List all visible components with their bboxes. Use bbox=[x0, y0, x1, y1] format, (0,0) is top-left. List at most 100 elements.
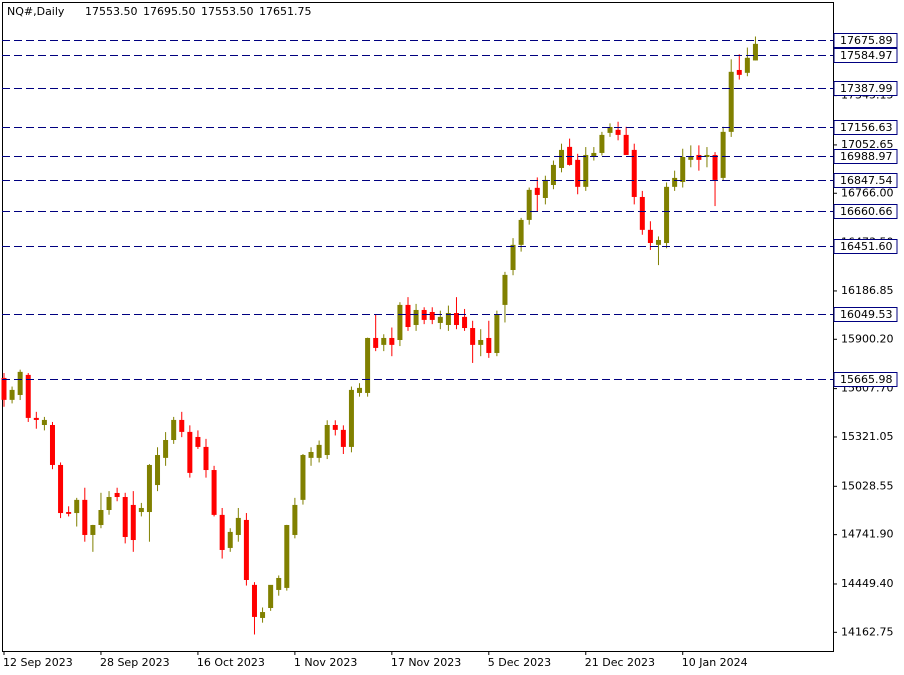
candle-body bbox=[591, 152, 597, 157]
candle-body bbox=[567, 146, 573, 165]
candle-body bbox=[494, 314, 500, 353]
level-label: 17387.99 bbox=[840, 82, 893, 95]
candle-body bbox=[227, 531, 233, 548]
level-label: 16847.54 bbox=[840, 174, 893, 187]
candle-body bbox=[518, 219, 524, 245]
candle-body bbox=[171, 419, 177, 441]
x-tick-label: 28 Sep 2023 bbox=[100, 656, 170, 669]
candle-body bbox=[340, 429, 346, 447]
x-axis: 12 Sep 2023 28 Sep 2023 16 Oct 2023 1 Nov 2… bbox=[3, 651, 748, 669]
candle-body bbox=[25, 374, 31, 418]
candle-body bbox=[292, 504, 298, 535]
candle-body bbox=[704, 154, 710, 157]
level-label-box bbox=[833, 307, 898, 322]
candle-body bbox=[276, 577, 282, 590]
candle-body bbox=[348, 389, 354, 447]
candle-body bbox=[664, 186, 670, 244]
level-label-box bbox=[833, 33, 898, 48]
header-value: 17553.50 bbox=[85, 5, 138, 18]
candle-body bbox=[631, 149, 637, 197]
candle-body bbox=[114, 492, 120, 498]
candle-body bbox=[163, 440, 169, 458]
x-tick-label: 1 Nov 2023 bbox=[294, 656, 357, 669]
candle-body bbox=[688, 156, 694, 160]
candles bbox=[1, 36, 758, 635]
candle-body bbox=[381, 337, 387, 345]
candle-body bbox=[179, 419, 185, 432]
y-tick-label: 15321.05 bbox=[841, 430, 894, 443]
y-tick-label: 14449.40 bbox=[841, 577, 894, 590]
candle-body bbox=[720, 131, 726, 178]
candle-body bbox=[639, 196, 645, 230]
candle-body bbox=[655, 239, 661, 245]
candle-body bbox=[1, 377, 7, 400]
level-label: 16451.60 bbox=[840, 240, 893, 253]
level-label-box bbox=[833, 48, 898, 63]
candle-body bbox=[712, 154, 718, 180]
level-label: 16988.97 bbox=[840, 150, 893, 163]
candle-body bbox=[542, 179, 548, 198]
candle-body bbox=[486, 337, 492, 353]
candle-body bbox=[300, 455, 306, 500]
candle-body bbox=[219, 514, 225, 550]
candle-body bbox=[49, 424, 55, 465]
candle-body bbox=[211, 470, 217, 515]
candle-body bbox=[623, 134, 629, 155]
candle-body bbox=[470, 328, 476, 345]
candle-body bbox=[365, 337, 371, 393]
candle-body bbox=[122, 497, 128, 537]
candle-body bbox=[58, 464, 64, 514]
x-tick-label: 12 Sep 2023 bbox=[3, 656, 73, 669]
candle-body bbox=[284, 525, 290, 588]
candle-body bbox=[82, 499, 88, 535]
candle-body bbox=[647, 229, 653, 244]
level-label: 17584.97 bbox=[840, 49, 893, 62]
candle-body bbox=[357, 387, 363, 393]
candle-body bbox=[251, 584, 257, 617]
candle-body bbox=[478, 339, 484, 345]
candle-body bbox=[146, 464, 152, 513]
candle-body bbox=[397, 304, 403, 340]
candle-body bbox=[195, 436, 201, 447]
candle-body bbox=[429, 311, 435, 320]
candle-body bbox=[575, 159, 581, 187]
level-label: 16049.53 bbox=[840, 308, 893, 321]
candle-body bbox=[243, 519, 249, 580]
candle-body bbox=[462, 316, 468, 329]
level-label-box bbox=[833, 173, 898, 188]
chart-title: NQ#,Daily bbox=[7, 5, 65, 18]
candle-body bbox=[106, 497, 112, 511]
candle-body bbox=[413, 309, 419, 325]
header-values: 17553.50 17695.50 17553.50 17651.75 bbox=[85, 5, 312, 18]
candle-body bbox=[130, 504, 136, 541]
x-tick-label: 21 Dec 2023 bbox=[585, 656, 655, 669]
y-tick-label: 15900.20 bbox=[841, 332, 894, 345]
candle-body bbox=[680, 156, 686, 182]
candle-body bbox=[324, 424, 330, 456]
candle-body bbox=[66, 512, 72, 514]
candle-body bbox=[235, 517, 241, 535]
y-tick-label: 15028.55 bbox=[841, 479, 894, 492]
x-tick-label: 17 Nov 2023 bbox=[391, 656, 461, 669]
candle-body bbox=[41, 419, 47, 425]
y-tick-label: 14741.90 bbox=[841, 528, 894, 541]
candle-body bbox=[9, 389, 15, 400]
candle-body bbox=[607, 126, 613, 133]
candle-body bbox=[672, 177, 678, 187]
level-label-box bbox=[833, 149, 898, 164]
candle-body bbox=[502, 274, 508, 305]
candle-body bbox=[405, 304, 411, 328]
candle-body bbox=[736, 69, 742, 75]
candle-body bbox=[559, 149, 565, 168]
candle-body bbox=[615, 129, 621, 135]
x-tick-label: 16 Oct 2023 bbox=[197, 656, 265, 669]
candle-body bbox=[599, 134, 605, 153]
level-label-box bbox=[833, 120, 898, 135]
level-label-box bbox=[833, 239, 898, 254]
candle-body bbox=[98, 510, 104, 526]
candle-body bbox=[90, 525, 96, 535]
y-tick-label: 14162.75 bbox=[841, 625, 894, 638]
candle-body bbox=[17, 371, 23, 395]
